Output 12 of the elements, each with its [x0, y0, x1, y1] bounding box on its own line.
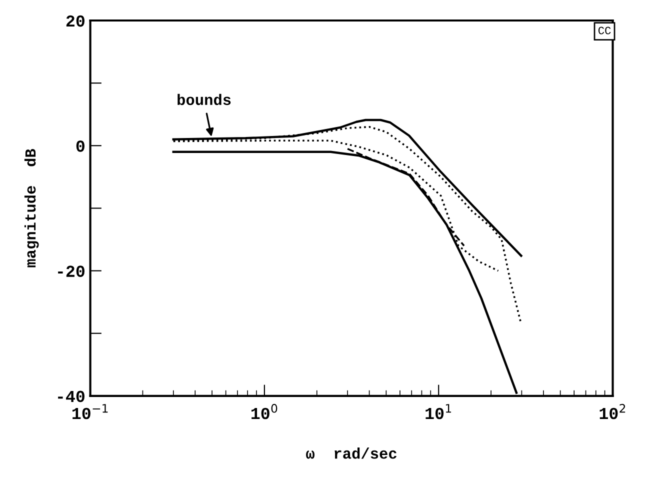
x-tick-label: 10$^{2}$: [600, 404, 626, 420]
y-axis-title: magnitude dB: [24, 148, 39, 268]
x-axis-title: ω rad/sec: [306, 448, 396, 459]
y-tick-label: -40: [58, 390, 84, 402]
x-tick-label: 10$^{1}$: [426, 404, 452, 420]
y-tick-label: 0: [76, 140, 84, 152]
y-tick-label: -20: [58, 266, 84, 277]
x-tick-label: 10$^{−1}$: [72, 404, 108, 420]
x-tick-label: 10$^{0}$: [251, 404, 278, 420]
annotation: bounds: [178, 94, 231, 106]
annotation: CC: [598, 26, 611, 34]
y-tick-label: 20: [66, 15, 84, 27]
